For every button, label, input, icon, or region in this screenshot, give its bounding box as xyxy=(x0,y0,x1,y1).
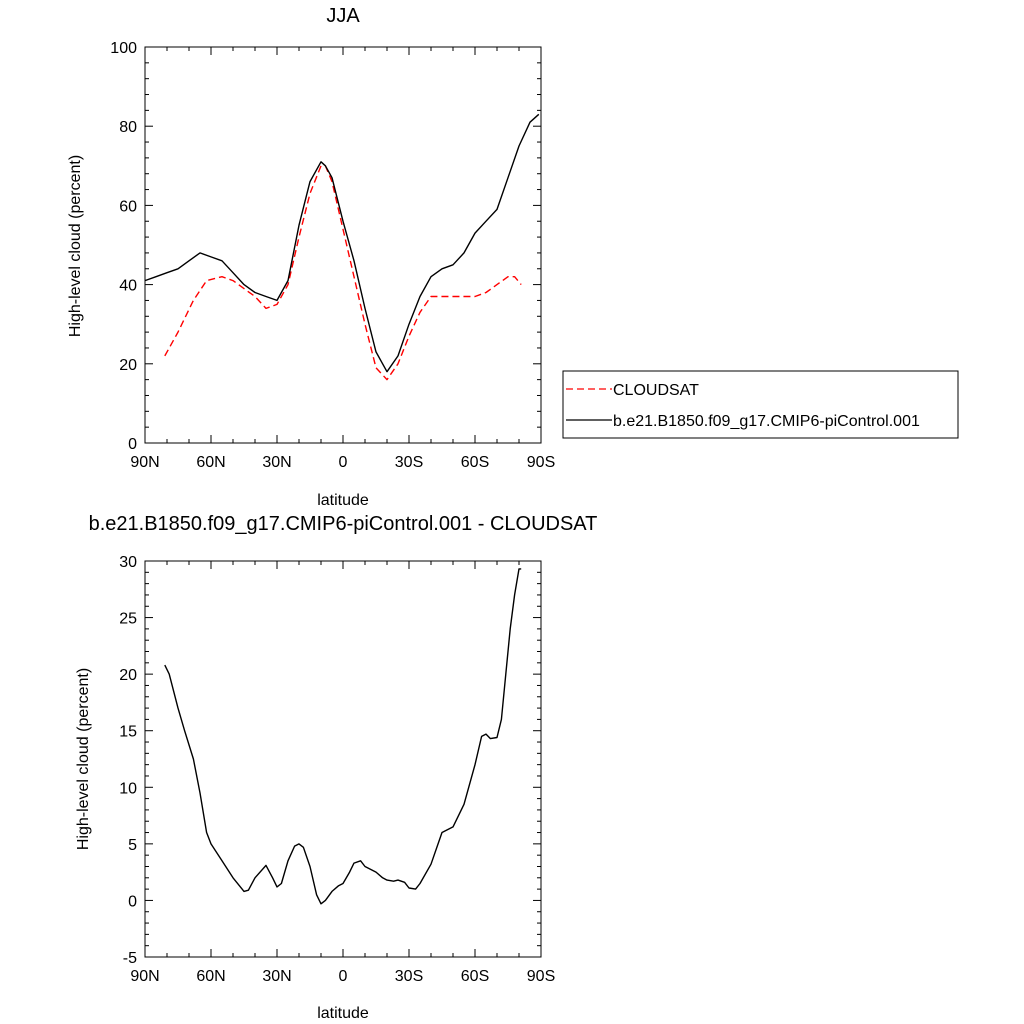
chart-bottom-ylabel: High-level cloud (percent) xyxy=(75,668,92,850)
bottom-y-tick-label: -5 xyxy=(123,950,137,967)
top-x-tick-label: 60N xyxy=(196,454,225,471)
top-y-tick-label: 20 xyxy=(119,357,137,374)
top-x-tick-label: 60S xyxy=(461,454,489,471)
bottom-y-tick-label: 0 xyxy=(128,893,137,910)
bottom-y-tick-label: 5 xyxy=(128,837,137,854)
top-y-tick-label: 60 xyxy=(119,198,137,215)
top-x-tick-label: 90N xyxy=(130,454,159,471)
bottom-x-tick-label: 30S xyxy=(395,968,423,985)
top-series-line-1 xyxy=(144,113,540,373)
bottom-x-tick-label: 0 xyxy=(339,968,348,985)
top-plot-frame xyxy=(144,46,542,444)
bottom-y-tick-label: 15 xyxy=(119,724,137,741)
legend-box xyxy=(562,370,959,439)
top-x-tick-label: 30S xyxy=(395,454,423,471)
chart-top-ylabel: High-level cloud (percent) xyxy=(67,155,84,337)
top-x-tick-label: 30N xyxy=(262,454,291,471)
chart-top-xlabel: latitude xyxy=(317,492,369,509)
bottom-y-tick-label: 25 xyxy=(119,611,137,628)
chart-top: JJA 90N 60N 30N 0 30S 60S 90S 0 20 40 60 80 100 High… xyxy=(67,5,555,509)
bottom-x-tick-label: 60N xyxy=(196,968,225,985)
bottom-y-tick-label: 10 xyxy=(119,780,137,797)
bottom-x-tick-label: 30N xyxy=(262,968,291,985)
chart-bottom-plot: 90N 60N 30N 0 30S 60S 90S -5 0 5 10 15 20 25 30 xyxy=(119,554,555,985)
chart-top-plot: 90N 60N 30N 0 30S 60S 90S 0 20 40 60 80 100 xyxy=(110,40,555,471)
bottom-x-tick-label: 60S xyxy=(461,968,489,985)
top-series-line-0 xyxy=(164,165,522,381)
top-y-tick-label: 100 xyxy=(110,40,137,57)
top-y-tick-label: 0 xyxy=(128,436,137,453)
bottom-series-line-0 xyxy=(164,568,522,905)
top-x-tick-label: 90S xyxy=(527,454,555,471)
top-y-tick-label: 80 xyxy=(119,119,137,136)
bottom-y-tick-label: 30 xyxy=(119,554,137,571)
legend-label-cloudsat: CLOUDSAT xyxy=(613,382,699,399)
bottom-y-tick-label: 20 xyxy=(119,667,137,684)
bottom-x-tick-label: 90N xyxy=(130,968,159,985)
bottom-x-tick-label: 90S xyxy=(527,968,555,985)
chart-bottom-xlabel: latitude xyxy=(317,1005,369,1022)
chart-top-title: JJA xyxy=(326,5,360,27)
legend-label-model: b.e21.B1850.f09_g17.CMIP6-piControl.001 xyxy=(613,413,920,430)
chart-bottom-title: b.e21.B1850.f09_g17.CMIP6-piControl.001 … xyxy=(89,513,598,535)
bottom-plot-frame xyxy=(144,560,542,958)
top-x-tick-label: 0 xyxy=(339,454,348,471)
chart-bottom: b.e21.B1850.f09_g17.CMIP6-piControl.001 … xyxy=(75,513,597,1022)
top-y-tick-label: 40 xyxy=(119,278,137,295)
legend: CLOUDSAT b.e21.B1850.f09_g17.CMIP6-piCon… xyxy=(562,370,959,439)
